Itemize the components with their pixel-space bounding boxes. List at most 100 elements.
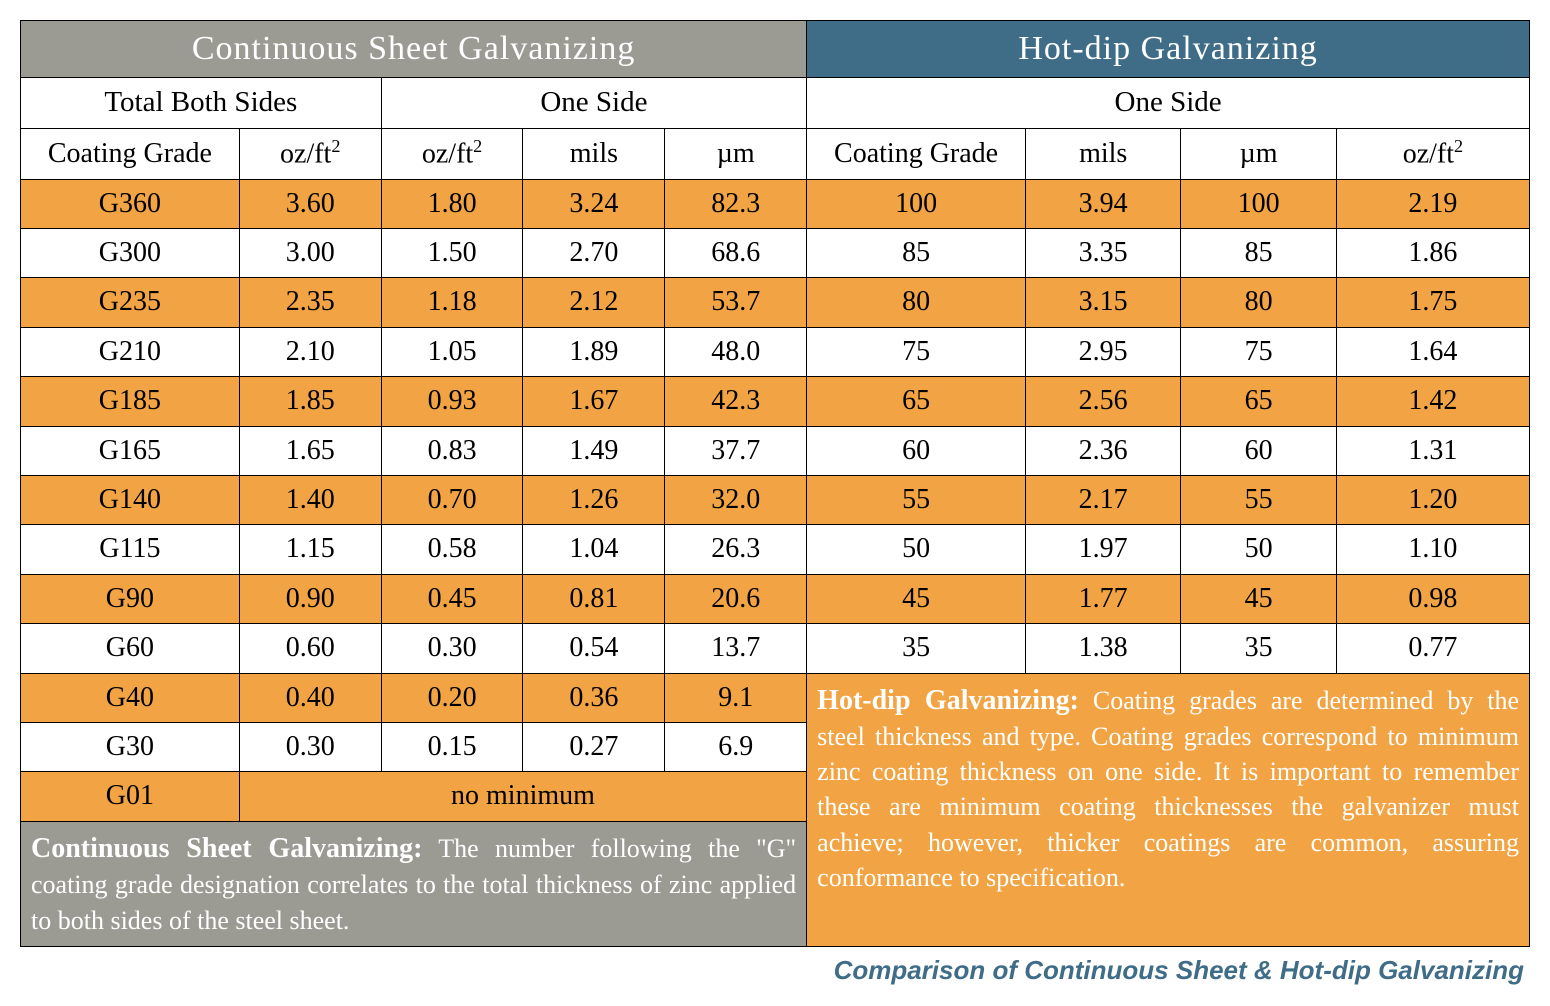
cell: 1.42 <box>1336 377 1529 426</box>
col-mils-right: mils <box>1025 128 1180 179</box>
cell: 0.15 <box>381 722 523 771</box>
subheader-one-side-left: One Side <box>381 78 807 129</box>
cell: 0.40 <box>239 673 381 722</box>
table-row: G40 0.40 0.20 0.36 9.1 Hot-dip Galvanizi… <box>21 673 1530 722</box>
cell: 65 <box>807 377 1026 426</box>
cell: 1.77 <box>1025 574 1180 623</box>
cell: 65 <box>1181 377 1336 426</box>
cell: 50 <box>807 525 1026 574</box>
cell: 0.81 <box>523 574 665 623</box>
cell: 60 <box>1181 426 1336 475</box>
cell: 100 <box>807 179 1026 228</box>
table-row: G1151.150.581.0426.3501.97501.10 <box>21 525 1530 574</box>
col-coating-grade-left: Coating Grade <box>21 128 240 179</box>
cell: 1.50 <box>381 228 523 277</box>
cell: 2.12 <box>523 278 665 327</box>
note-hotdip-title: Hot-dip Galvanizing: <box>817 685 1079 716</box>
cell: 2.17 <box>1025 475 1180 524</box>
galvanizing-comparison-table: Continuous Sheet Galvanizing Hot-dip Gal… <box>20 20 1530 947</box>
main-header-row: Continuous Sheet Galvanizing Hot-dip Gal… <box>21 21 1530 78</box>
cell: 0.93 <box>381 377 523 426</box>
cell: 0.98 <box>1336 574 1529 623</box>
cell: 1.67 <box>523 377 665 426</box>
cell: 1.15 <box>239 525 381 574</box>
cell: 1.20 <box>1336 475 1529 524</box>
cell: 1.64 <box>1336 327 1529 376</box>
cell: 1.26 <box>523 475 665 524</box>
cell: 9.1 <box>665 673 807 722</box>
table-caption: Comparison of Continuous Sheet & Hot-dip… <box>20 947 1530 986</box>
cell: 82.3 <box>665 179 807 228</box>
cell: 80 <box>807 278 1026 327</box>
cell: G300 <box>21 228 240 277</box>
cell: 37.7 <box>665 426 807 475</box>
cell: 55 <box>807 475 1026 524</box>
cell: G185 <box>21 377 240 426</box>
col-ozft2-right: oz/ft2 <box>1336 128 1529 179</box>
cell: 0.30 <box>239 722 381 771</box>
cell: G40 <box>21 673 240 722</box>
cell: G235 <box>21 278 240 327</box>
cell: 3.60 <box>239 179 381 228</box>
cell: 75 <box>1181 327 1336 376</box>
cell: 26.3 <box>665 525 807 574</box>
cell: 32.0 <box>665 475 807 524</box>
cell: 1.10 <box>1336 525 1529 574</box>
cell: 68.6 <box>665 228 807 277</box>
cell: 50 <box>1181 525 1336 574</box>
cell: 0.36 <box>523 673 665 722</box>
cell: 2.19 <box>1336 179 1529 228</box>
cell: 2.35 <box>239 278 381 327</box>
col-um-right: µm <box>1181 128 1336 179</box>
table-row: G2352.351.182.1253.7803.15801.75 <box>21 278 1530 327</box>
cell: 2.56 <box>1025 377 1180 426</box>
cell: 0.58 <box>381 525 523 574</box>
cell: 13.7 <box>665 624 807 673</box>
cell: 3.94 <box>1025 179 1180 228</box>
cell: 0.70 <box>381 475 523 524</box>
cell: 2.70 <box>523 228 665 277</box>
cell: 3.00 <box>239 228 381 277</box>
table-row: G2102.101.051.8948.0752.95751.64 <box>21 327 1530 376</box>
cell: 1.89 <box>523 327 665 376</box>
cell: 55 <box>1181 475 1336 524</box>
cell: 2.10 <box>239 327 381 376</box>
table-row: G1401.400.701.2632.0552.17551.20 <box>21 475 1530 524</box>
col-mils-left: mils <box>523 128 665 179</box>
cell: 0.20 <box>381 673 523 722</box>
cell: 1.80 <box>381 179 523 228</box>
cell: G115 <box>21 525 240 574</box>
cell: 1.18 <box>381 278 523 327</box>
cell: 60 <box>807 426 1026 475</box>
comparison-table-wrap: Continuous Sheet Galvanizing Hot-dip Gal… <box>20 20 1530 986</box>
cell: 0.45 <box>381 574 523 623</box>
cell: G210 <box>21 327 240 376</box>
cell: 0.27 <box>523 722 665 771</box>
cell: 0.30 <box>381 624 523 673</box>
table-row: G3003.001.502.7068.6853.35851.86 <box>21 228 1530 277</box>
col-ozft2-oneside: oz/ft2 <box>381 128 523 179</box>
header-continuous: Continuous Sheet Galvanizing <box>21 21 807 78</box>
cell: 1.65 <box>239 426 381 475</box>
cell: G60 <box>21 624 240 673</box>
cell: 3.15 <box>1025 278 1180 327</box>
cell: 35 <box>807 624 1026 673</box>
cell: 1.85 <box>239 377 381 426</box>
cell: 100 <box>1181 179 1336 228</box>
col-um-left: µm <box>665 128 807 179</box>
cell: 80 <box>1181 278 1336 327</box>
col-coating-grade-right: Coating Grade <box>807 128 1026 179</box>
cell: G01 <box>21 772 240 821</box>
cell: 1.04 <box>523 525 665 574</box>
cell: 1.75 <box>1336 278 1529 327</box>
table-row: G3603.601.803.2482.31003.941002.19 <box>21 179 1530 228</box>
cell: 0.77 <box>1336 624 1529 673</box>
cell: G30 <box>21 722 240 771</box>
table-row: G600.600.300.5413.7351.38350.77 <box>21 624 1530 673</box>
cell: G140 <box>21 475 240 524</box>
cell: 2.36 <box>1025 426 1180 475</box>
cell: 1.31 <box>1336 426 1529 475</box>
cell: 85 <box>807 228 1026 277</box>
cell: 45 <box>807 574 1026 623</box>
cell: 48.0 <box>665 327 807 376</box>
